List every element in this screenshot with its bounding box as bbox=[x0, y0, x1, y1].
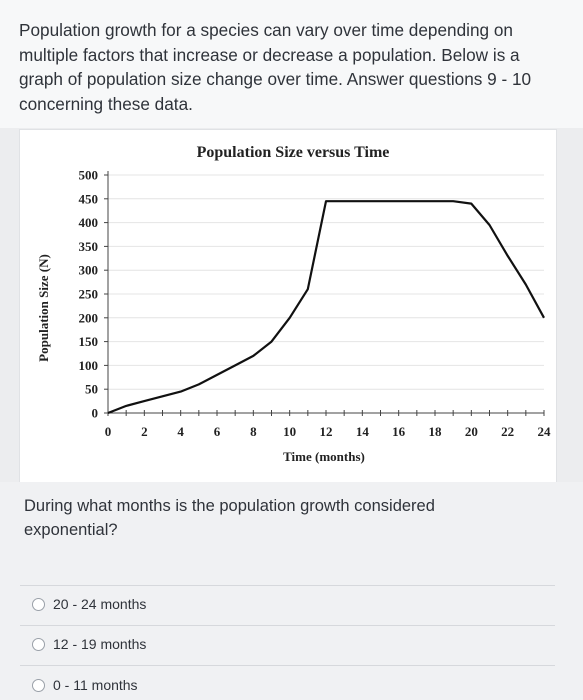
x-tick-label: 2 bbox=[141, 424, 148, 439]
chart-title: Population Size versus Time bbox=[197, 144, 390, 161]
option-label: 20 - 24 months bbox=[53, 596, 147, 612]
divider bbox=[20, 585, 555, 586]
question-text: During what months is the population gro… bbox=[24, 497, 435, 539]
x-axis-label: Time (months) bbox=[283, 449, 365, 464]
y-tick-label: 250 bbox=[79, 287, 99, 302]
option-label: 12 - 19 months bbox=[53, 636, 147, 652]
y-tick-label: 150 bbox=[79, 334, 99, 349]
x-tick-label: 14 bbox=[356, 424, 370, 439]
divider bbox=[20, 625, 555, 626]
chart-grid bbox=[108, 174, 544, 390]
y-tick-label: 400 bbox=[79, 215, 99, 230]
x-tick-label: 20 bbox=[465, 424, 478, 439]
option-20-24[interactable]: 20 - 24 months bbox=[32, 596, 146, 612]
x-tick-label: 24 bbox=[538, 424, 552, 439]
y-axis-label: Population Size (N) bbox=[36, 254, 51, 362]
radio-button[interactable] bbox=[32, 597, 45, 611]
population-line bbox=[107, 200, 545, 415]
y-tick-label: 300 bbox=[79, 263, 99, 278]
x-tick-label: 16 bbox=[392, 424, 406, 439]
question-area: During what months is the population gro… bbox=[0, 482, 583, 700]
y-tick-label: 100 bbox=[79, 358, 99, 373]
x-tick-label: 4 bbox=[177, 424, 184, 439]
y-tick-label: 50 bbox=[85, 382, 98, 397]
x-tick-label: 0 bbox=[105, 424, 112, 439]
x-tick-labels: 0 2 4 6 8 10 12 14 16 18 20 22 24 bbox=[105, 424, 551, 439]
chart-card: Population Size versus Time 0 50 100 150 200… bbox=[20, 130, 556, 482]
x-tick-label: 18 bbox=[429, 424, 443, 439]
population-chart: Population Size versus Time 050100150200… bbox=[36, 144, 551, 464]
y-tick-label: 450 bbox=[79, 191, 99, 206]
radio-button[interactable] bbox=[32, 637, 45, 651]
x-tick-label: 6 bbox=[214, 424, 221, 439]
chart-axes bbox=[104, 171, 545, 416]
option-label: 0 - 11 months bbox=[53, 677, 138, 693]
option-0-11[interactable]: 0 - 11 months bbox=[32, 677, 138, 693]
divider bbox=[20, 665, 555, 666]
y-tick-label: 200 bbox=[79, 310, 99, 325]
radio-button[interactable] bbox=[32, 678, 45, 692]
y-tick-label: 350 bbox=[79, 239, 99, 254]
x-tick-label: 10 bbox=[283, 424, 296, 439]
y-tick-labels: 0 50 100 150 200 250 300 350 400 450 500 bbox=[79, 168, 99, 421]
y-tick-label: 500 bbox=[79, 168, 99, 183]
intro-text: Population growth for a species can vary… bbox=[0, 0, 583, 128]
option-12-19[interactable]: 12 - 19 months bbox=[32, 636, 146, 652]
x-tick-label: 8 bbox=[250, 424, 257, 439]
x-tick-label: 22 bbox=[501, 424, 514, 439]
y-tick-label: 0 bbox=[92, 406, 99, 421]
x-tick-label: 12 bbox=[320, 424, 333, 439]
